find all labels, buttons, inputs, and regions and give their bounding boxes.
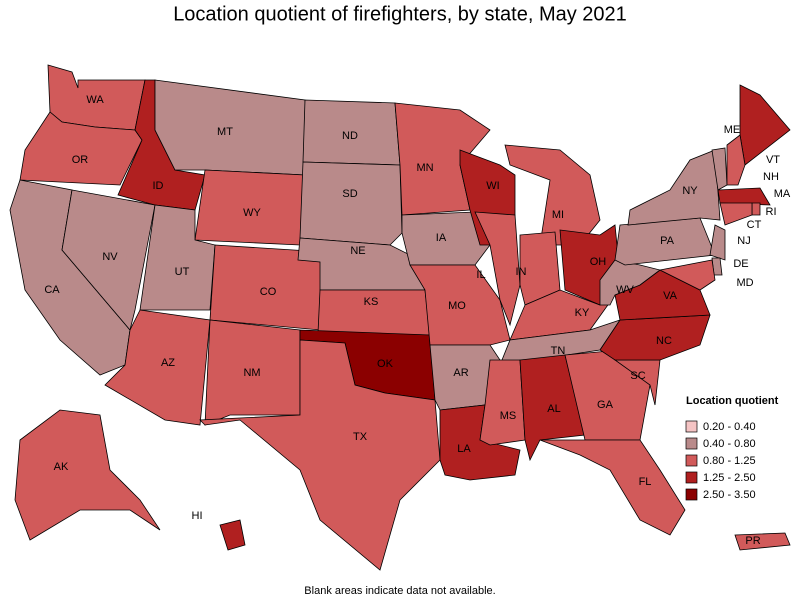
state <box>658 259 716 291</box>
state <box>726 134 746 186</box>
legend-swatch <box>685 437 698 450</box>
state <box>739 84 791 166</box>
state-label: RI <box>766 206 777 218</box>
state <box>751 202 761 216</box>
state-label: OR <box>72 154 89 166</box>
state-label: WY <box>243 207 261 219</box>
state-label: NH <box>763 171 779 183</box>
legend-label: 1.25 - 2.50 <box>703 472 756 484</box>
state-label: MN <box>416 162 433 174</box>
state-label: ND <box>342 130 358 142</box>
state-label: MI <box>552 209 564 221</box>
state-label: CO <box>260 286 277 298</box>
state <box>199 339 441 571</box>
legend-label: 2.50 - 3.50 <box>703 489 756 501</box>
state-label: SC <box>630 370 645 382</box>
state-label: MO <box>448 300 466 312</box>
state <box>61 189 156 331</box>
state <box>409 264 511 346</box>
legend-swatch <box>685 420 698 433</box>
state-label: NV <box>102 251 118 263</box>
state-label: NC <box>656 335 672 347</box>
state-label: MT <box>217 126 233 138</box>
state <box>627 149 721 226</box>
state-label: NE <box>350 245 365 257</box>
state-label: PA <box>660 235 675 247</box>
state-label: NY <box>682 185 698 197</box>
state-label: MS <box>500 410 517 422</box>
state-label: PR <box>745 535 760 547</box>
legend-swatch <box>685 471 698 484</box>
state-label: FL <box>639 476 652 488</box>
legend: 0.20 - 0.40 0.40 - 0.80 0.80 - 1.25 1.25 - … <box>685 420 756 501</box>
state <box>219 519 246 551</box>
state <box>299 161 403 246</box>
state-label: DE <box>733 258 748 270</box>
state-label: TN <box>551 345 566 357</box>
state <box>734 532 791 551</box>
map-title: Location quotient of firefighters, by st… <box>173 3 627 25</box>
state <box>709 224 726 261</box>
state-label: WI <box>486 180 499 192</box>
legend-swatch <box>685 454 698 467</box>
state <box>14 409 161 541</box>
state-label: NM <box>243 367 260 379</box>
state-label: IA <box>436 232 447 244</box>
legend-label: 0.40 - 0.80 <box>703 438 756 450</box>
state-label: WA <box>86 94 104 106</box>
state-label: UT <box>175 266 190 278</box>
states <box>9 64 791 571</box>
state-label: SD <box>342 188 357 200</box>
state-label: TX <box>353 431 368 443</box>
state <box>717 187 771 206</box>
note: Blank areas indicate data not available. <box>304 585 495 597</box>
state-label: MA <box>774 188 791 200</box>
state-label: KS <box>364 296 379 308</box>
state-label: CT <box>747 219 762 231</box>
state-label: AZ <box>161 357 175 369</box>
state-label: IN <box>516 266 527 278</box>
state <box>504 144 601 246</box>
state-label: KY <box>575 307 590 319</box>
state-label: AL <box>547 403 560 415</box>
state-label: MD <box>736 277 753 289</box>
state <box>104 309 211 426</box>
state-label: OK <box>377 358 394 370</box>
state-label: NJ <box>737 235 750 247</box>
state-label: GA <box>597 399 614 411</box>
state-label: AR <box>453 367 468 379</box>
legend-label: 0.80 - 1.25 <box>703 455 756 467</box>
state-label: AK <box>54 461 69 473</box>
state-label: LA <box>457 443 471 455</box>
state-label: ID <box>153 180 164 192</box>
state-label: WV <box>616 284 634 296</box>
legend-label: 0.20 - 0.40 <box>703 421 756 433</box>
state <box>719 202 753 226</box>
state-label: ME <box>724 124 741 136</box>
state <box>474 211 521 327</box>
state-label: IL <box>476 269 485 281</box>
state-label: VA <box>663 290 678 302</box>
state <box>539 439 686 536</box>
state-label: CA <box>44 284 60 296</box>
state-labels: WA OR CA NV ID MT WY UT CO AZ NM ND SD NE KS OK TX MN IA MO… <box>44 94 791 547</box>
state-label: OH <box>590 256 607 268</box>
state-label: VT <box>766 154 780 166</box>
state-label: HI <box>192 510 203 522</box>
state <box>204 319 301 426</box>
legend-swatch <box>685 488 698 501</box>
legend-title: Location quotient <box>686 395 779 407</box>
